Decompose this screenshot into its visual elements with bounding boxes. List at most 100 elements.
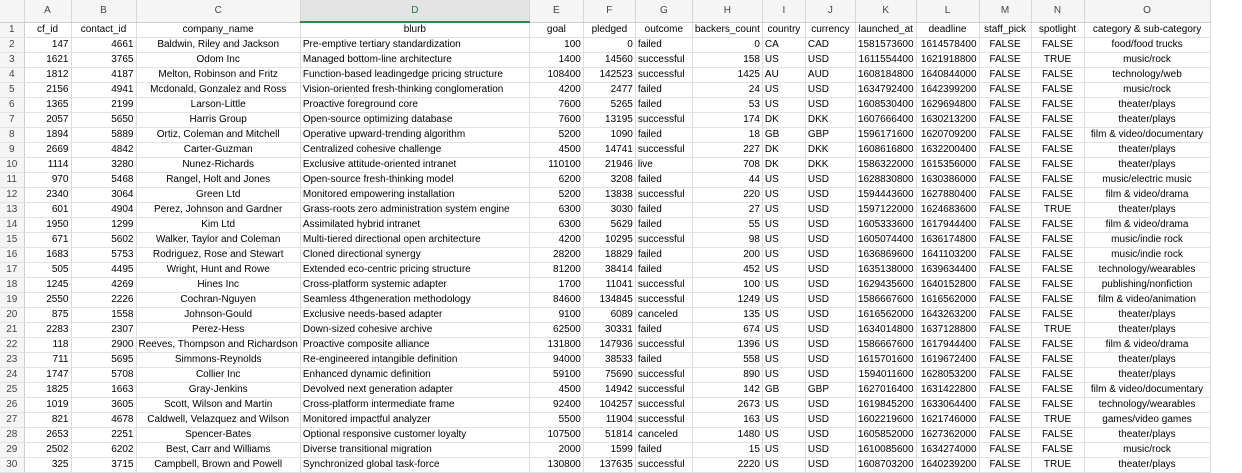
cell[interactable]: 890 bbox=[692, 367, 763, 383]
cell[interactable]: 11041 bbox=[583, 277, 636, 293]
cell[interactable]: 10295 bbox=[583, 232, 636, 248]
cell[interactable]: theater/plays bbox=[1084, 112, 1211, 128]
cell[interactable]: 44 bbox=[692, 172, 763, 188]
cell[interactable]: failed bbox=[635, 127, 693, 143]
cell[interactable]: 1400 bbox=[529, 52, 584, 68]
cell[interactable]: theater/plays bbox=[1084, 307, 1211, 323]
cell[interactable]: FALSE bbox=[979, 352, 1032, 368]
cell[interactable]: Pre-emptive tertiary standardization bbox=[300, 37, 530, 53]
cell[interactable]: Synchronized global task-force bbox=[300, 457, 530, 473]
cell[interactable]: 4678 bbox=[71, 412, 137, 428]
cell[interactable]: 1639634400 bbox=[916, 262, 980, 278]
cell[interactable]: 1640239200 bbox=[916, 457, 980, 473]
cell[interactable]: Multi-tiered directional open architectu… bbox=[300, 232, 530, 248]
cell[interactable]: FALSE bbox=[1031, 352, 1085, 368]
cell[interactable]: FALSE bbox=[979, 292, 1032, 308]
cell[interactable]: Re-engineered intangible definition bbox=[300, 352, 530, 368]
cell[interactable]: theater/plays bbox=[1084, 367, 1211, 383]
column-title-cell[interactable]: deadline bbox=[916, 22, 980, 38]
cell[interactable]: 1630386000 bbox=[916, 172, 980, 188]
cell[interactable]: Perez-Hess bbox=[136, 322, 301, 338]
cell[interactable]: US bbox=[762, 217, 806, 233]
cell[interactable]: 18 bbox=[692, 127, 763, 143]
cell[interactable]: 1629694800 bbox=[916, 97, 980, 113]
cell[interactable]: 158 bbox=[692, 52, 763, 68]
row-header[interactable]: 12 bbox=[0, 187, 25, 203]
cell[interactable]: 104257 bbox=[583, 397, 636, 413]
cell[interactable]: 1641103200 bbox=[916, 247, 980, 263]
cell[interactable]: successful bbox=[635, 187, 693, 203]
cell[interactable]: 1621 bbox=[24, 52, 72, 68]
cell[interactable]: USD bbox=[805, 82, 856, 98]
cell[interactable]: theater/plays bbox=[1084, 457, 1211, 473]
cell[interactable]: 5468 bbox=[71, 172, 137, 188]
cell[interactable]: 142 bbox=[692, 382, 763, 398]
cell[interactable]: Diverse transitional migration bbox=[300, 442, 530, 458]
column-header-c[interactable]: C bbox=[136, 0, 301, 23]
cell[interactable]: US bbox=[762, 442, 806, 458]
cell[interactable]: 2251 bbox=[71, 427, 137, 443]
cell[interactable]: theater/plays bbox=[1084, 142, 1211, 158]
cell[interactable]: 2669 bbox=[24, 142, 72, 158]
column-header-n[interactable]: N bbox=[1031, 0, 1085, 23]
cell[interactable]: 4495 bbox=[71, 262, 137, 278]
cell[interactable]: 18829 bbox=[583, 247, 636, 263]
cell[interactable]: 108400 bbox=[529, 67, 584, 83]
row-header[interactable]: 19 bbox=[0, 292, 25, 308]
cell[interactable]: 14560 bbox=[583, 52, 636, 68]
cell[interactable]: FALSE bbox=[1031, 262, 1085, 278]
cell[interactable]: AUD bbox=[805, 67, 856, 83]
cell[interactable]: music/indie rock bbox=[1084, 232, 1211, 248]
cell[interactable]: FALSE bbox=[1031, 217, 1085, 233]
cell[interactable]: failed bbox=[635, 217, 693, 233]
cell[interactable]: successful bbox=[635, 337, 693, 353]
cell[interactable]: 1747 bbox=[24, 367, 72, 383]
column-header-j[interactable]: J bbox=[805, 0, 856, 23]
cell[interactable]: FALSE bbox=[979, 337, 1032, 353]
cell[interactable]: 5200 bbox=[529, 127, 584, 143]
cell[interactable]: 1114 bbox=[24, 157, 72, 173]
cell[interactable]: FALSE bbox=[1031, 427, 1085, 443]
cell[interactable]: 1425 bbox=[692, 67, 763, 83]
column-header-o[interactable]: O bbox=[1084, 0, 1211, 23]
cell[interactable]: 5708 bbox=[71, 367, 137, 383]
row-header[interactable]: 22 bbox=[0, 337, 25, 353]
cell[interactable]: FALSE bbox=[979, 247, 1032, 263]
row-header[interactable]: 15 bbox=[0, 232, 25, 248]
row-header[interactable]: 27 bbox=[0, 412, 25, 428]
cell[interactable]: 163 bbox=[692, 412, 763, 428]
cell[interactable]: theater/plays bbox=[1084, 427, 1211, 443]
cell[interactable]: US bbox=[762, 427, 806, 443]
cell[interactable]: 4200 bbox=[529, 82, 584, 98]
cell[interactable]: 11904 bbox=[583, 412, 636, 428]
column-title-cell[interactable]: backers_count bbox=[692, 22, 763, 38]
cell[interactable]: 3280 bbox=[71, 157, 137, 173]
cell[interactable]: FALSE bbox=[979, 127, 1032, 143]
cell[interactable]: 5629 bbox=[583, 217, 636, 233]
cell[interactable]: 1605852000 bbox=[855, 427, 917, 443]
cell[interactable]: 110100 bbox=[529, 157, 584, 173]
cell[interactable]: DK bbox=[762, 157, 806, 173]
row-header[interactable]: 18 bbox=[0, 277, 25, 293]
cell[interactable]: USD bbox=[805, 337, 856, 353]
cell[interactable]: 1608530400 bbox=[855, 97, 917, 113]
cell[interactable]: FALSE bbox=[979, 232, 1032, 248]
cell[interactable]: 1894 bbox=[24, 127, 72, 143]
cell[interactable]: Harris Group bbox=[136, 112, 301, 128]
cell[interactable]: US bbox=[762, 202, 806, 218]
cell[interactable]: 7600 bbox=[529, 97, 584, 113]
cell[interactable]: Green Ltd bbox=[136, 187, 301, 203]
cell[interactable]: US bbox=[762, 307, 806, 323]
cell[interactable]: Reeves, Thompson and Richardson bbox=[136, 337, 301, 353]
cell[interactable]: 558 bbox=[692, 352, 763, 368]
cell[interactable]: FALSE bbox=[1031, 397, 1085, 413]
cell[interactable]: USD bbox=[805, 172, 856, 188]
cell[interactable]: failed bbox=[635, 352, 693, 368]
cell[interactable]: 1636869600 bbox=[855, 247, 917, 263]
cell[interactable]: 1594443600 bbox=[855, 187, 917, 203]
cell[interactable]: 131800 bbox=[529, 337, 584, 353]
cell[interactable]: US bbox=[762, 262, 806, 278]
cell[interactable]: Optional responsive customer loyalty bbox=[300, 427, 530, 443]
cell[interactable]: TRUE bbox=[1031, 457, 1085, 473]
cell[interactable]: FALSE bbox=[979, 217, 1032, 233]
